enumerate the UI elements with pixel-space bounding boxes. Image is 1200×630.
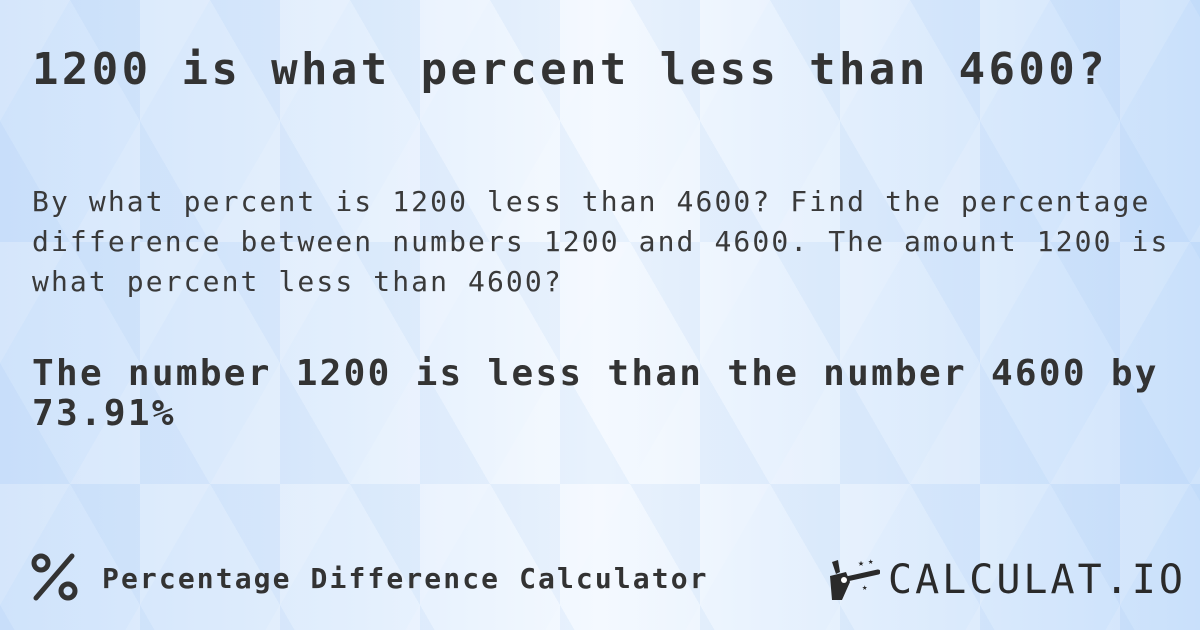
percent-icon — [31, 553, 78, 601]
svg-text:★: ★ — [858, 558, 864, 569]
page-title: 1200 is what percent less than 4600? — [32, 44, 1109, 95]
calculator-name: Percentage Difference Calculator — [102, 562, 709, 595]
svg-text:★: ★ — [868, 557, 874, 567]
svg-text:★: ★ — [862, 583, 868, 593]
description: By what percent is 1200 less than 4600? … — [32, 185, 1170, 298]
magic-hand-wand-icon: ★ ★ ★ — [830, 557, 880, 600]
logo: ★ ★ ★ CALCULAT.IO — [828, 556, 1186, 604]
answer: The number 1200 is less than the number … — [32, 353, 1159, 434]
logo-text: CALCULAT.IO — [888, 557, 1186, 603]
